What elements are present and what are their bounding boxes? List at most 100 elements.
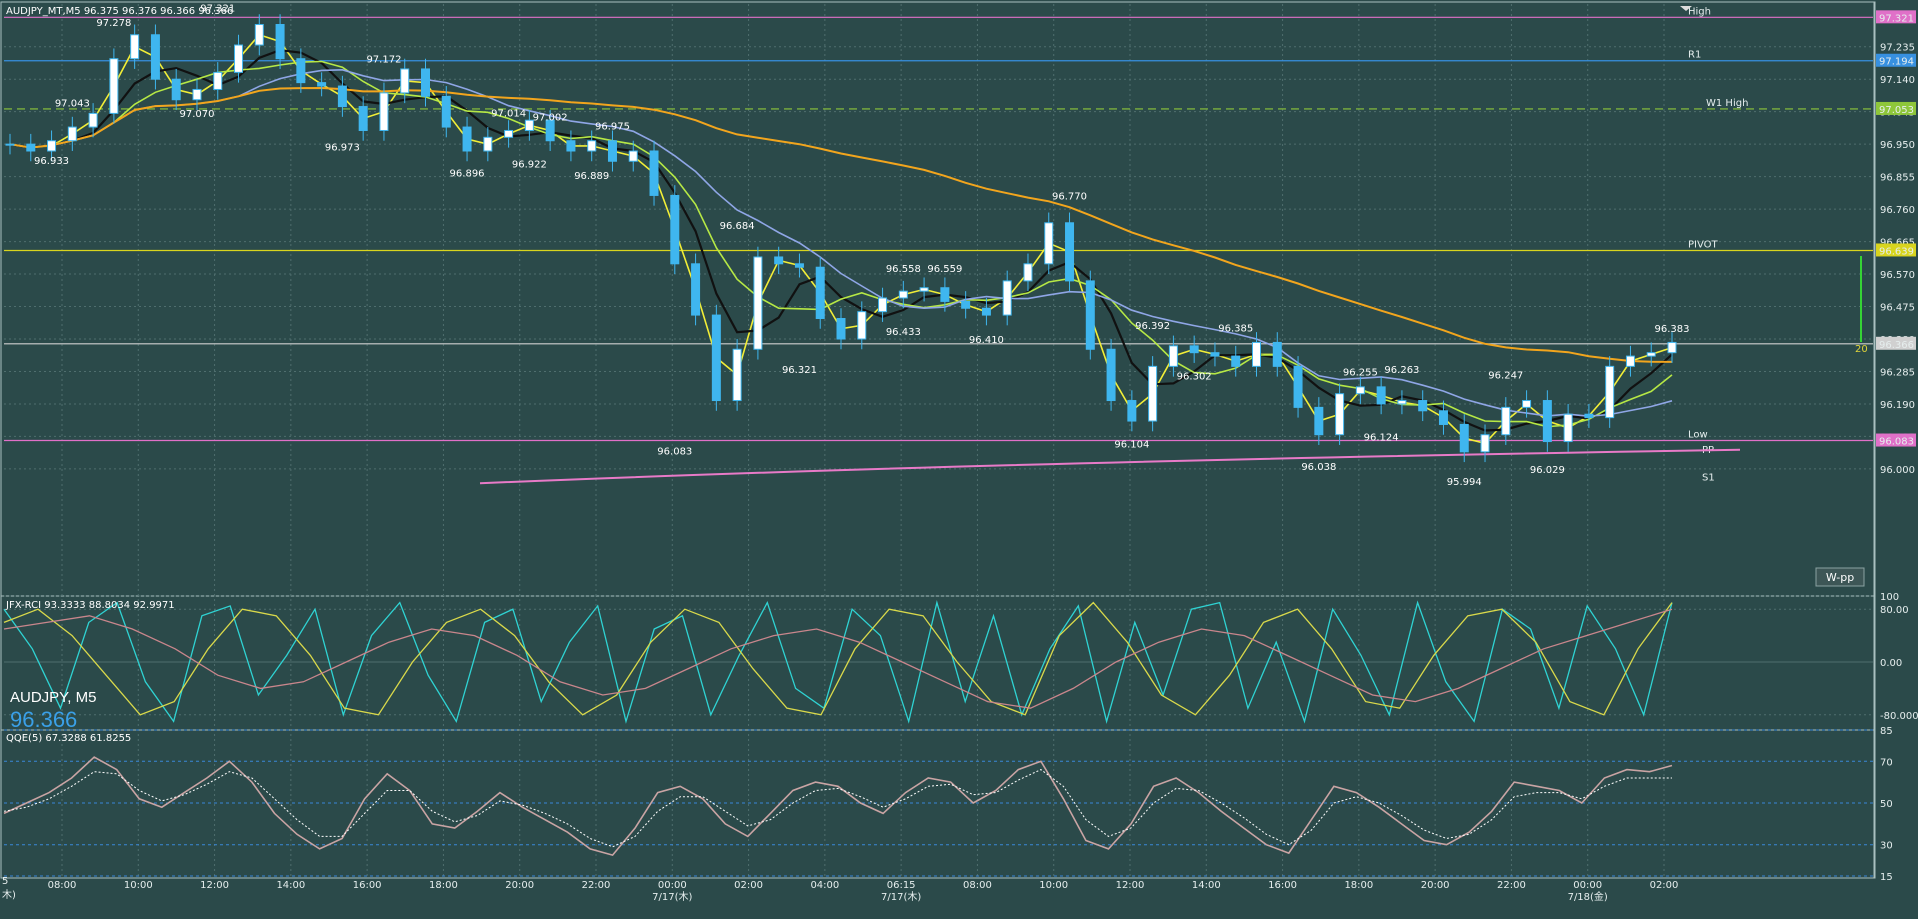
candle-body [981, 307, 991, 316]
price-annotation: 97.278 [96, 18, 131, 29]
candle-body [462, 126, 472, 152]
ma-black [9, 48, 1673, 432]
price-annotation: 96.038 [1301, 462, 1336, 473]
price-annotation: 96.255 [1343, 368, 1378, 379]
price-tag-label: 96.366 [1879, 340, 1914, 351]
candle-body [26, 143, 36, 152]
candle-body [47, 140, 57, 152]
rci-tick: 100 [1880, 592, 1899, 603]
price-tag [1876, 53, 1916, 67]
price-annotation: 96.321 [782, 365, 817, 376]
time-tick: 00:00 [1573, 880, 1602, 891]
candle-body [691, 263, 701, 316]
w-pp-label: W-pp [1826, 571, 1854, 584]
time-tick: 02:00 [734, 880, 763, 891]
candle-body [1397, 400, 1407, 405]
candle-body [1106, 348, 1116, 402]
candle-body [815, 266, 825, 319]
candle-body [898, 290, 908, 299]
price-annotation: 96.302 [1177, 372, 1212, 383]
candle-body [670, 194, 680, 265]
price-annotation: 96.247 [1488, 370, 1523, 381]
candle-body [1002, 280, 1012, 316]
candle-body [441, 95, 451, 128]
candle-body [1252, 341, 1261, 367]
time-tick: 04:00 [810, 880, 839, 891]
time-tick: 02:00 [1650, 880, 1679, 891]
time-tick: 14:00 [276, 880, 305, 891]
price-annotation: 96.383 [1655, 324, 1690, 335]
candles [5, 14, 1677, 463]
price-tag [1876, 336, 1916, 350]
date-tick: 7/18(金) [1568, 890, 1608, 903]
price-tag [1876, 101, 1916, 115]
level-name: Low [1688, 430, 1708, 441]
price-annotation: 97.070 [179, 109, 214, 120]
price-tick: 96.475 [1880, 303, 1915, 314]
ma-yellow [9, 33, 1673, 445]
candle-body [1625, 355, 1635, 367]
price-tick: 97.235 [1880, 43, 1915, 54]
candle-body [628, 150, 638, 162]
price-annotation: 97.172 [366, 54, 401, 65]
ma-orange [9, 86, 1673, 363]
price-annotation: 96.385 [1218, 323, 1253, 334]
price-annotations: 97.321 97.278 97.172 97.043 97.070 96.933 96.9… [34, 3, 1689, 488]
price-annotation: 95.994 [1447, 477, 1482, 488]
price-tag-label: 97.194 [1879, 57, 1914, 68]
time-tick: 12:00 [200, 880, 229, 891]
candle-body [1584, 413, 1594, 419]
price-annotation: 96.889 [574, 171, 609, 182]
price-tick: 96.000 [1880, 465, 1915, 476]
time-tick: 14:00 [1192, 880, 1221, 891]
candle-body [130, 34, 140, 60]
first-date-label: 木) [2, 889, 16, 901]
price-tag-label: 96.083 [1879, 437, 1914, 448]
candle-body [1272, 341, 1282, 367]
level-name: High [1688, 6, 1711, 17]
time-tick: 20:00 [505, 880, 534, 891]
qqe-series-line [3, 756, 1673, 857]
candle-body [109, 58, 119, 114]
level-name: PIVOT [1688, 239, 1719, 250]
moving-averages [9, 33, 1673, 445]
weekly-pivot-line [479, 448, 1741, 485]
price-tag-label: 97.053 [1879, 105, 1914, 116]
candle-body [275, 24, 285, 60]
panel-frame [0, 729, 1876, 879]
candle-body [192, 88, 202, 101]
range-marker-label: 20 [1855, 344, 1868, 355]
rci-indicator [3, 595, 1873, 724]
qqe-tick: 50 [1880, 799, 1893, 810]
candle-body [1501, 406, 1511, 436]
candle-body [1065, 222, 1075, 282]
date-tick: 7/17(木) [881, 891, 921, 903]
candle-body [1293, 365, 1303, 408]
price-tag-label: 97.321 [1879, 13, 1914, 24]
price-tick: 96.950 [1880, 140, 1915, 151]
price-annotation: 97.002 [533, 112, 568, 123]
price-annotation: 96.973 [325, 142, 360, 153]
candle-body [1168, 345, 1178, 367]
time-axis: 08:00 10:00 12:00 14:00 16:00 18:00 20:00 22:00… [48, 880, 1679, 903]
range-marker: 20 [1855, 256, 1868, 355]
candle-body [1210, 352, 1220, 357]
symbol-label: AUDJPY, M5 [10, 689, 96, 706]
candle-body [711, 314, 721, 402]
price-tick: 96.665 [1880, 238, 1915, 249]
price-annotation: 96.558 [886, 264, 921, 275]
time-tick: 18:00 [1344, 880, 1373, 891]
ma-blue [9, 68, 1673, 418]
chart-header-info: AUDJPY_MT,M5 96.375 96.376 96.366 96.366 [6, 6, 233, 17]
candle-body [1522, 400, 1532, 408]
price-annotation: 96.124 [1364, 433, 1399, 444]
candle-body [171, 78, 181, 101]
candle-body [5, 143, 15, 146]
candle-body [88, 112, 98, 128]
candle-body [1667, 341, 1677, 354]
candle-body [1189, 345, 1199, 354]
w-pp-button[interactable]: W-pp [1815, 567, 1865, 587]
scroll-marker-icon[interactable] [1680, 6, 1692, 11]
